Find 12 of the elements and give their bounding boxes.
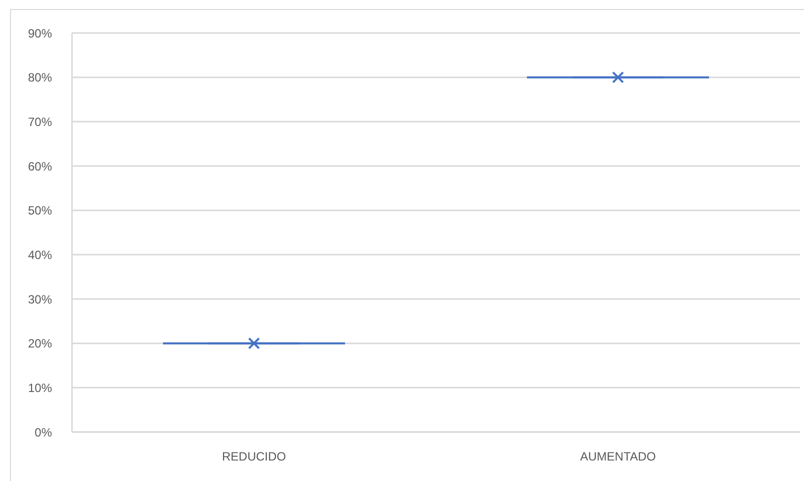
- y-tick-label: 10%: [28, 380, 52, 395]
- y-tick-label: 20%: [28, 336, 52, 351]
- x-tick-label: REDUCIDO: [222, 450, 286, 464]
- y-tick-label: 70%: [28, 114, 52, 129]
- y-tick-label: 0%: [34, 425, 52, 440]
- y-tick-label: 50%: [28, 204, 52, 218]
- y-tick-label: 90%: [28, 26, 52, 40]
- y-tick-label: 30%: [28, 292, 52, 306]
- y-tick-label: 80%: [28, 70, 52, 85]
- y-tick-label: 60%: [28, 159, 52, 174]
- y-tick-label: 40%: [28, 248, 52, 262]
- x-tick-label: AUMENTADO: [580, 450, 656, 464]
